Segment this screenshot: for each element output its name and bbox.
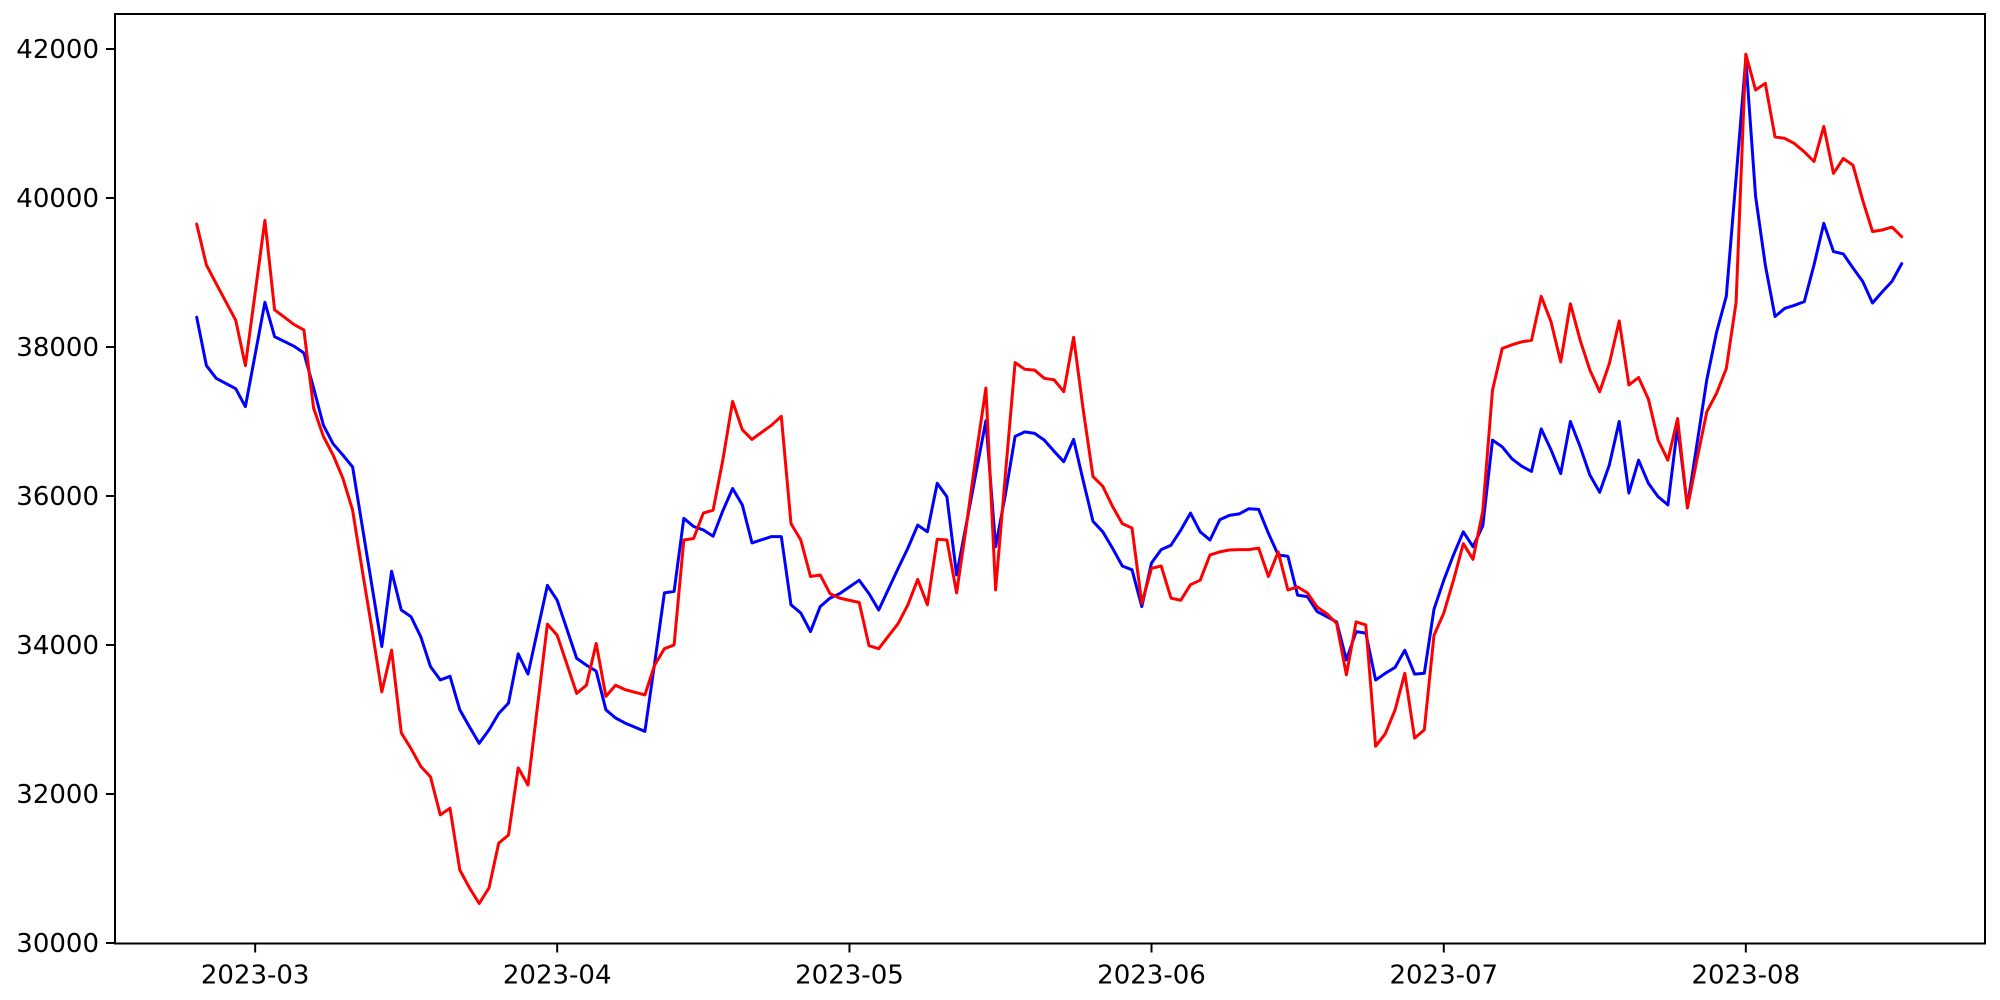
x-tick-label: 2023-03 bbox=[201, 961, 310, 991]
y-tick-label: 40000 bbox=[16, 184, 99, 214]
x-tick-label: 2023-06 bbox=[1097, 961, 1206, 991]
y-tick-label: 34000 bbox=[16, 631, 99, 661]
y-tick-label: 36000 bbox=[16, 482, 99, 512]
y-tick-label: 30000 bbox=[16, 929, 99, 959]
series-lines bbox=[195, 52, 1904, 905]
x-tick-label: 2023-07 bbox=[1389, 961, 1498, 991]
x-tick-label: 2023-05 bbox=[795, 961, 904, 991]
x-tick-label: 2023-04 bbox=[503, 961, 612, 991]
x-tick-label: 2023-08 bbox=[1692, 961, 1801, 991]
x-axis: 2023-03 2023-04 2023-05 2023-06 2023-07 2023-… bbox=[201, 943, 1801, 991]
y-tick-label: 42000 bbox=[16, 35, 99, 65]
plot-box bbox=[114, 13, 1986, 945]
red-series-line bbox=[195, 52, 1904, 905]
blue-series-line bbox=[195, 57, 1904, 745]
plot-border bbox=[114, 13, 1986, 945]
y-axis: 30000 32000 34000 36000 38000 40000 42000 bbox=[16, 35, 115, 959]
y-tick-label: 32000 bbox=[16, 780, 99, 810]
y-tick-label: 38000 bbox=[16, 333, 99, 363]
